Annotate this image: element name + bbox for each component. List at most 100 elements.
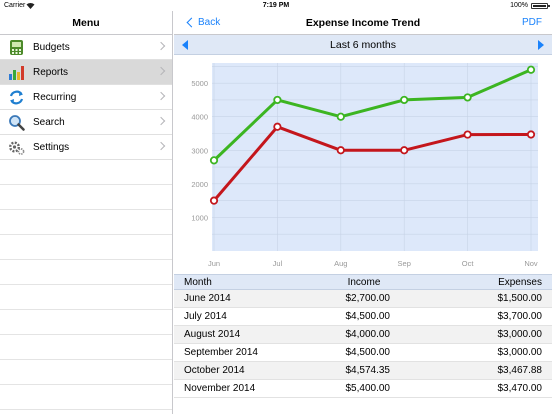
previous-period-arrow-icon[interactable] [182, 40, 188, 50]
cell-income: $2,700.00 [345, 293, 391, 304]
chevron-right-icon [156, 66, 166, 76]
y-tick-label: 1000 [191, 213, 208, 222]
income-series-line [212, 68, 532, 162]
trend-chart: 1000 2000 3000 4000 5000 Jun Jul Aug Sep Oct Nov [174, 55, 552, 274]
search-icon [9, 115, 25, 131]
chevron-right-icon [156, 116, 166, 126]
x-tick-label: Jul [273, 259, 283, 268]
expenses-data-point [400, 146, 409, 155]
income-data-point [209, 156, 219, 165]
x-tick-label: Oct [462, 259, 475, 268]
table-row[interactable]: September 2014 $4,500.00 $3,000.00 [174, 344, 552, 362]
period-label: Last 6 months [330, 39, 396, 51]
page-title: Expense Income Trend [305, 17, 421, 29]
x-tick-label: Jun [208, 259, 220, 268]
income-data-point [336, 112, 345, 121]
chevron-right-icon [156, 141, 166, 151]
empty-row [0, 335, 172, 360]
bar-chart-icon [9, 66, 24, 80]
empty-row [0, 385, 172, 410]
cell-income: $4,574.35 [345, 365, 391, 376]
table-header: Month Income Expenses [174, 274, 552, 290]
empty-row [0, 185, 172, 210]
column-header-month: Month [184, 277, 212, 288]
sidebar-item-label: Recurring [33, 92, 77, 103]
cell-expenses: $3,000.00 [497, 347, 543, 358]
table-row[interactable]: August 2014 $4,000.00 $3,000.00 [174, 326, 552, 344]
x-tick-label: Aug [334, 259, 347, 268]
refresh-icon [9, 90, 24, 105]
table-row[interactable]: July 2014 $4,500.00 $3,700.00 [174, 308, 552, 326]
sidebar-title: Menu [0, 11, 172, 35]
sidebar-item-label: Settings [33, 142, 70, 153]
sidebar-item-settings[interactable]: Settings [0, 135, 172, 160]
empty-row [0, 310, 172, 335]
cell-month: November 2014 [184, 383, 256, 394]
empty-row [0, 360, 172, 385]
table-row[interactable]: October 2014 $4,574.35 $3,467.88 [174, 362, 552, 380]
expenses-data-point [336, 146, 345, 155]
income-data-point [273, 95, 282, 105]
empty-row [0, 285, 172, 310]
cell-expenses: $3,470.00 [497, 383, 543, 394]
table-row[interactable]: June 2014 $2,700.00 $1,500.00 [174, 290, 552, 308]
y-tick-label: 4000 [191, 113, 208, 122]
sidebar-item-label: Reports [33, 67, 69, 78]
cell-month: June 2014 [184, 293, 231, 304]
y-tick-label: 2000 [191, 180, 208, 189]
cell-month: July 2014 [184, 311, 227, 322]
wifi-icon [26, 2, 35, 9]
gear-icon [8, 141, 25, 155]
empty-row [0, 210, 172, 235]
cell-income: $4,500.00 [345, 347, 391, 358]
expenses-series-line [212, 125, 532, 202]
sidebar-item-label: Search [33, 117, 65, 128]
carrier-label: Carrier [4, 2, 26, 9]
budget-icon [10, 40, 23, 55]
status-time: 7:19 PM [262, 2, 290, 9]
trend-chart-svg: 1000 2000 3000 4000 5000 Jun Jul Aug Sep Oct Nov [191, 63, 538, 268]
plot-area [212, 63, 538, 251]
status-bar: Carrier 7:19 PM 100% [0, 0, 552, 11]
empty-row [0, 160, 172, 185]
column-header-expenses: Expenses [498, 277, 542, 288]
empty-row [0, 260, 172, 285]
cell-income: $4,500.00 [345, 311, 391, 322]
cell-expenses: $3,000.00 [497, 329, 543, 340]
back-button-label: Back [198, 17, 221, 28]
main-panel: Back Expense Income Trend PDF Last 6 mon… [174, 11, 552, 414]
income-data-point [463, 93, 472, 102]
cell-month: September 2014 [184, 347, 258, 358]
expenses-data-point [526, 130, 536, 139]
expenses-data-point [209, 196, 219, 205]
y-tick-label: 5000 [191, 79, 208, 88]
cell-expenses: $3,467.88 [497, 365, 543, 376]
cell-income: $5,400.00 [345, 383, 391, 394]
empty-row [0, 235, 172, 260]
table-row[interactable]: November 2014 $5,400.00 $3,470.00 [174, 380, 552, 398]
chevron-right-icon [156, 41, 166, 51]
cell-expenses: $1,500.00 [497, 293, 543, 304]
pdf-button[interactable]: PDF [522, 17, 542, 28]
chevron-right-icon [156, 91, 166, 101]
next-period-arrow-icon[interactable] [538, 40, 544, 50]
income-data-point [400, 95, 409, 105]
cell-income: $4,000.00 [345, 329, 391, 340]
navigation-bar: Back Expense Income Trend PDF [174, 11, 552, 35]
expenses-data-point [273, 122, 282, 131]
sidebar-item-search[interactable]: Search [0, 110, 172, 135]
sidebar: Menu Budgets Reports Recurring [0, 11, 173, 414]
y-tick-label: 3000 [191, 146, 208, 155]
back-button[interactable]: Back [180, 11, 220, 35]
expenses-data-point [463, 130, 472, 139]
cell-month: October 2014 [184, 365, 245, 376]
income-data-point [526, 65, 536, 74]
sidebar-item-budgets[interactable]: Budgets [0, 35, 172, 60]
period-selector: Last 6 months [174, 35, 552, 55]
cell-month: August 2014 [184, 329, 241, 340]
sidebar-item-recurring[interactable]: Recurring [0, 85, 172, 110]
x-tick-label: Sep [398, 259, 411, 268]
sidebar-item-reports[interactable]: Reports [0, 60, 172, 85]
column-header-income: Income [347, 277, 381, 288]
battery-percent: 100% [510, 2, 528, 9]
